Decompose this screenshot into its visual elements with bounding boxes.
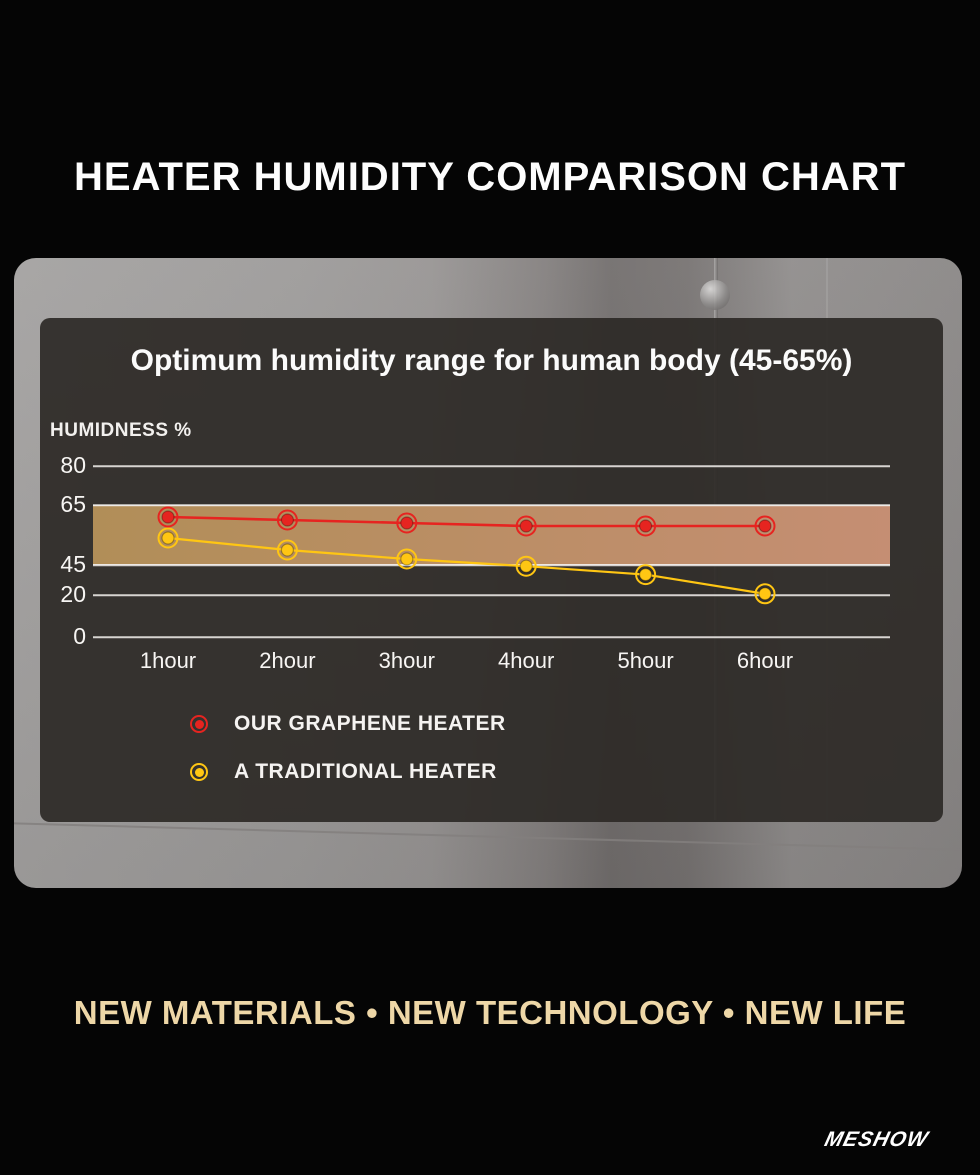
legend-label: A TRADITIONAL HEATER [234, 760, 497, 783]
series-layer [157, 506, 776, 605]
legend-dot-icon [190, 763, 208, 781]
data-point-ring [396, 512, 418, 534]
x-tick-label-4hour: 4hour [498, 648, 555, 673]
y-tick-label-0: 0 [73, 622, 86, 649]
legend-item: OUR GRAPHENE HEATER [190, 706, 506, 742]
y-axis-label: HUMIDNESS % [50, 420, 192, 441]
shower-fixture-photo [700, 280, 730, 310]
data-point [758, 587, 772, 601]
brand-logo: MESHOW [822, 1128, 931, 1151]
data-point-ring [515, 515, 537, 537]
chart-panel: Optimum humidity range for human body (4… [40, 318, 943, 822]
tub-edge-photo [14, 821, 962, 853]
data-point [638, 519, 653, 533]
data-point [758, 519, 772, 533]
x-tick-label-6hour: 6hour [736, 648, 794, 673]
legend-item: A TRADITIONAL HEATER [190, 754, 506, 790]
page-title: HEATER HUMIDITY COMPARISON CHART [74, 154, 906, 199]
data-point [519, 559, 533, 573]
data-point-ring [515, 555, 537, 577]
gridline-65 [93, 504, 890, 506]
legend-label: OUR GRAPHENE HEATER [234, 712, 506, 735]
legend: OUR GRAPHENE HEATER A TRADITIONAL HEATER [190, 706, 506, 802]
series-line [167, 515, 765, 528]
data-point [400, 516, 414, 530]
data-point-ring [754, 515, 776, 537]
data-point-ring [635, 515, 657, 537]
data-point-ring [276, 509, 298, 531]
tagline: NEW MATERIALS • NEW TECHNOLOGY • NEW LIF… [73, 994, 907, 1031]
chart-title: Optimum humidity range for human body (4… [130, 344, 853, 377]
data-point [280, 513, 294, 527]
data-point [638, 567, 653, 582]
data-point [161, 510, 175, 524]
y-tick-label-20: 20 [60, 580, 86, 607]
legend-dot-icon [190, 715, 208, 733]
data-point [161, 531, 175, 545]
data-point-ring [157, 506, 179, 528]
series-line [167, 536, 766, 595]
y-tick-label-80: 80 [60, 451, 86, 478]
gridline-80 [93, 465, 890, 467]
data-point-ring [754, 583, 776, 605]
x-tick-label-3hour: 3hour [378, 648, 435, 673]
gridline-20 [93, 594, 890, 596]
data-point [519, 519, 533, 533]
x-tick-label-5hour: 5hour [617, 648, 674, 673]
x-tick-label-2hour: 2hour [259, 648, 316, 673]
data-point-ring [396, 548, 418, 570]
y-tick-label-65: 65 [60, 490, 86, 517]
chart-plot: 80 65 45 20 0 1hour 2hour 3hour 4hour 5hour 6hour [60, 452, 890, 673]
data-point [400, 552, 414, 566]
chart-card: Optimum humidity range for human body (4… [14, 258, 962, 888]
data-point-ring [276, 539, 298, 561]
data-point [280, 543, 294, 557]
y-tick-label-45: 45 [60, 550, 86, 577]
data-point-ring [635, 564, 657, 586]
data-point-ring [157, 527, 179, 549]
gridline-0 [93, 636, 890, 638]
x-tick-label-1hour: 1hour [139, 648, 197, 673]
